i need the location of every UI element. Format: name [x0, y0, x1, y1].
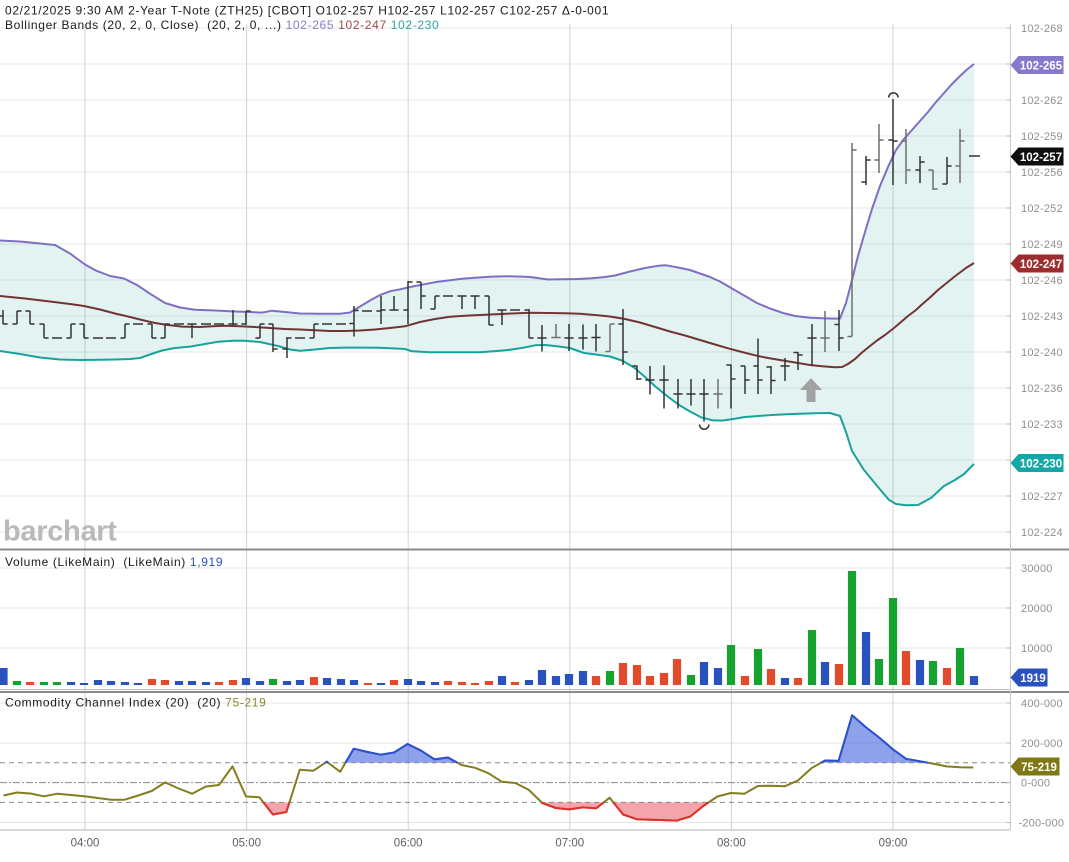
svg-text:102-265: 102-265	[1020, 60, 1063, 72]
svg-text:102-247: 102-247	[1020, 259, 1062, 271]
svg-text:02/21/2025 9:30 AM 2-Year T-No: 02/21/2025 9:30 AM 2-Year T-Note (ZTH25)…	[5, 3, 609, 17]
svg-text:Bollinger Bands (20, 2, 0, Clo: Bollinger Bands (20, 2, 0, Close) (20, 2…	[5, 18, 439, 32]
svg-text:102-246: 102-246	[1021, 275, 1063, 287]
svg-text:102-230: 102-230	[1020, 458, 1062, 470]
svg-text:05:00: 05:00	[232, 838, 261, 850]
svg-text:102-268: 102-268	[1021, 23, 1063, 35]
svg-text:102-252: 102-252	[1021, 203, 1063, 215]
svg-text:07:00: 07:00	[555, 838, 584, 850]
svg-text:102-249: 102-249	[1021, 239, 1063, 251]
svg-text:102-256: 102-256	[1021, 167, 1063, 179]
svg-text:08:00: 08:00	[717, 838, 746, 850]
svg-text:04:00: 04:00	[71, 838, 100, 850]
svg-text:102-236: 102-236	[1021, 383, 1063, 395]
svg-text:102-243: 102-243	[1021, 311, 1063, 323]
svg-text:-200-000: -200-000	[1019, 818, 1065, 830]
svg-text:102-262: 102-262	[1021, 95, 1063, 107]
svg-text:30000: 30000	[1021, 563, 1053, 575]
svg-text:102-257: 102-257	[1020, 152, 1062, 164]
svg-text:75-219: 75-219	[1021, 762, 1057, 774]
svg-text:Commodity Channel Index (20): Commodity Channel Index (20) (20) 75-219	[5, 696, 266, 710]
svg-text:09:00: 09:00	[879, 838, 908, 850]
svg-text:10000: 10000	[1021, 643, 1053, 655]
svg-text:200-000: 200-000	[1021, 738, 1063, 750]
svg-text:102-224: 102-224	[1021, 527, 1063, 539]
svg-text:102-227: 102-227	[1021, 491, 1063, 503]
svg-text:barchart: barchart	[3, 516, 117, 548]
svg-text:102-233: 102-233	[1021, 419, 1063, 431]
svg-text:102-259: 102-259	[1021, 131, 1063, 143]
svg-text:102-240: 102-240	[1021, 347, 1063, 359]
svg-text:1919: 1919	[1020, 673, 1046, 685]
svg-text:400-000: 400-000	[1021, 698, 1063, 710]
svg-text:06:00: 06:00	[394, 838, 423, 850]
svg-text:20000: 20000	[1021, 603, 1053, 615]
svg-text:Volume (LikeMain) (LikeMain): Volume (LikeMain) (LikeMain) 1,919	[5, 555, 223, 569]
svg-text:0-000: 0-000	[1021, 778, 1050, 790]
